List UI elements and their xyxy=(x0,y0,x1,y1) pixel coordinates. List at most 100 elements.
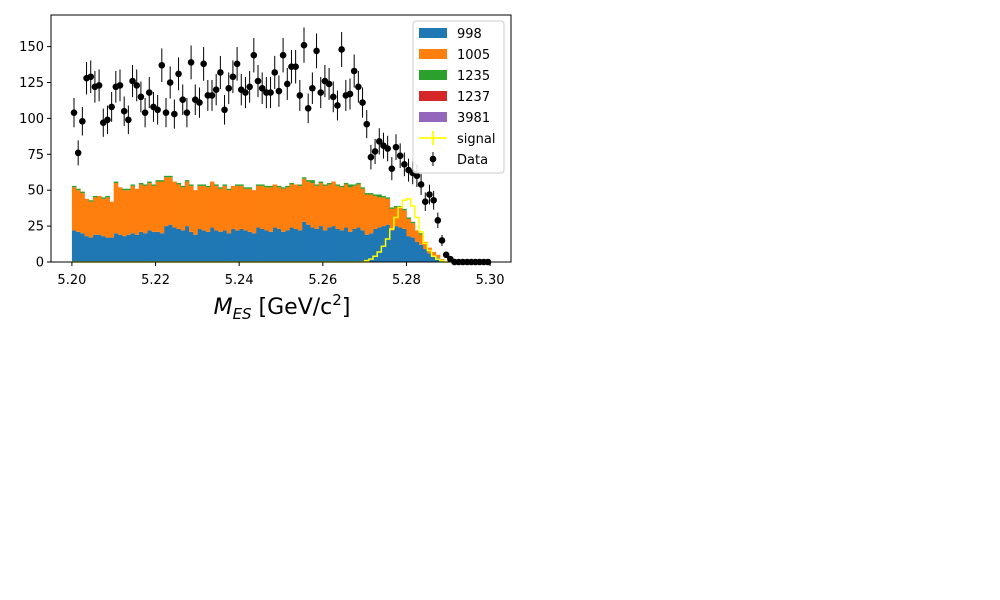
bar-1235-59 xyxy=(318,181,324,184)
bar-1005-31 xyxy=(201,185,207,231)
data-point-61 xyxy=(325,80,333,88)
data-point-41 xyxy=(242,89,249,96)
bar-998-49 xyxy=(276,228,282,262)
bar-1235-80 xyxy=(406,217,412,219)
bar-998-3 xyxy=(84,236,90,262)
bar-998-74 xyxy=(381,226,386,262)
bar-1235-27 xyxy=(184,180,190,182)
bar-1235-32 xyxy=(205,185,211,188)
bar-1005-40 xyxy=(239,185,244,229)
bar-1235-28 xyxy=(189,184,194,186)
data-point-22 xyxy=(162,109,170,116)
bar-998-58 xyxy=(314,228,320,262)
bar-998-56 xyxy=(306,224,311,262)
bar-998-40 xyxy=(239,228,244,262)
data-point-1 xyxy=(74,149,82,157)
bar-998-19 xyxy=(151,231,156,262)
data-point-12 xyxy=(120,107,128,115)
bar-998-35 xyxy=(218,231,223,262)
bar-1005-45 xyxy=(260,185,265,229)
data-point-38 xyxy=(229,73,237,81)
bar-1235-46 xyxy=(264,185,269,188)
bar-1235-19 xyxy=(151,184,156,186)
bar-1005-1 xyxy=(76,190,81,232)
data-point-24 xyxy=(171,110,178,118)
legend-swatch-1237 xyxy=(419,91,447,101)
bar-998-34 xyxy=(214,230,219,262)
data-point-69 xyxy=(359,99,366,106)
bar-1235-25 xyxy=(176,183,182,185)
data-point-26 xyxy=(179,96,187,104)
bar-1235-68 xyxy=(356,183,361,185)
legend-label-998: 998 xyxy=(457,27,482,42)
bar-1235-42 xyxy=(247,187,253,189)
bar-1235-69 xyxy=(360,187,366,189)
bar-998-86 xyxy=(431,256,437,262)
bar-1235-61 xyxy=(327,183,332,185)
bar-1005-82 xyxy=(414,230,420,242)
bar-1005-33 xyxy=(209,181,215,228)
data-point-48 xyxy=(271,69,279,76)
bar-998-26 xyxy=(180,230,186,262)
bar-998-78 xyxy=(398,227,403,262)
bar-998-10 xyxy=(113,233,119,262)
bar-1005-42 xyxy=(247,188,253,232)
bar-1235-81 xyxy=(410,221,416,224)
bar-998-57 xyxy=(310,227,315,262)
data-point-76 xyxy=(388,165,396,172)
bar-1005-34 xyxy=(214,185,219,231)
bar-1235-36 xyxy=(222,184,228,186)
y-tick-label-5: 125 xyxy=(19,76,44,91)
bar-1005-68 xyxy=(356,184,361,228)
data-point-59 xyxy=(317,89,325,96)
bar-1005-84 xyxy=(423,241,428,250)
bar-1005-43 xyxy=(251,190,257,234)
bar-1235-41 xyxy=(243,187,248,189)
bar-998-13 xyxy=(126,234,131,262)
bar-998-44 xyxy=(255,227,261,262)
bar-1005-65 xyxy=(343,184,349,228)
x-axis-unit-prefix: [GeV/c xyxy=(252,295,333,320)
bar-1235-71 xyxy=(368,193,374,195)
bar-1005-66 xyxy=(347,187,353,232)
data-point-78 xyxy=(396,152,404,160)
bar-1005-64 xyxy=(339,187,345,231)
bar-1235-40 xyxy=(239,184,244,186)
bar-1005-80 xyxy=(406,218,412,237)
data-point-21 xyxy=(158,61,166,69)
data-point-75 xyxy=(384,145,391,152)
bar-1235-55 xyxy=(301,177,307,179)
bar-1235-30 xyxy=(197,184,202,186)
bar-998-55 xyxy=(301,221,307,262)
bar-998-32 xyxy=(205,231,211,262)
bar-998-2 xyxy=(80,233,85,262)
data-point-31 xyxy=(200,60,207,68)
data-point-56 xyxy=(304,105,312,112)
data-point-2 xyxy=(79,117,86,125)
bar-1235-17 xyxy=(143,184,148,186)
bar-998-16 xyxy=(138,231,144,262)
bar-1235-70 xyxy=(364,193,370,195)
bar-1235-21 xyxy=(159,180,165,182)
bar-1005-51 xyxy=(285,187,290,231)
bar-1005-10 xyxy=(113,183,119,234)
bar-998-14 xyxy=(130,233,136,262)
bar-998-64 xyxy=(339,230,345,262)
bar-998-38 xyxy=(230,228,236,262)
bar-1005-4 xyxy=(88,201,94,238)
bar-998-45 xyxy=(260,228,265,262)
bar-1235-34 xyxy=(214,184,219,186)
legend: 998 1005 1235 1237 3981 signal Data xyxy=(412,20,505,174)
bar-1235-31 xyxy=(201,184,207,186)
bar-1235-1 xyxy=(76,188,81,191)
data-point-83 xyxy=(417,181,425,188)
bar-1005-32 xyxy=(205,187,211,232)
bar-1235-64 xyxy=(339,185,345,188)
bar-998-65 xyxy=(343,227,349,262)
bar-1235-12 xyxy=(122,188,127,191)
legend-swatch-998 xyxy=(419,28,447,38)
bar-998-48 xyxy=(272,227,278,262)
bar-998-6 xyxy=(97,234,102,262)
data-point-89 xyxy=(442,251,450,259)
